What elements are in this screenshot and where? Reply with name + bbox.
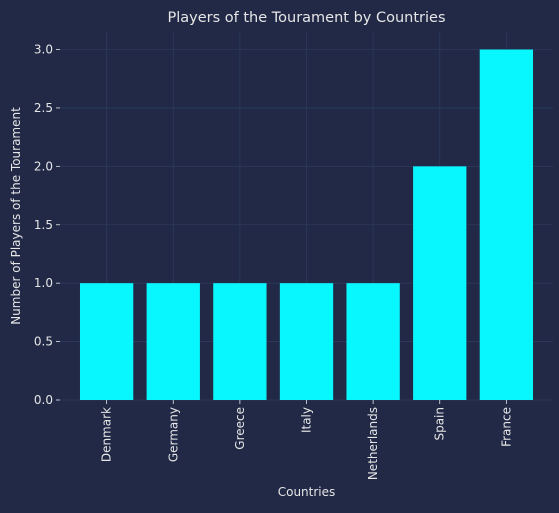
x-tick-label: France [499, 407, 513, 447]
bar-greece [213, 283, 267, 400]
bar-spain [413, 166, 467, 400]
y-tick-label: 1.5 [34, 218, 53, 232]
x-tick-label: Germany [166, 407, 180, 462]
bar-denmark [79, 283, 134, 400]
y-tick-label: 3.0 [34, 43, 53, 57]
bar-germany [146, 283, 200, 400]
y-tick-label: 0.5 [34, 335, 53, 349]
x-tick-label: Netherlands [366, 407, 380, 480]
y-tick-label: 1.0 [34, 276, 53, 290]
x-tick-label: Italy [300, 407, 314, 433]
y-axis-ticks: 0.0 0.5 1.0 1.5 2.0 2.5 3.0 [34, 43, 60, 407]
y-tick-label: 0.0 [34, 393, 53, 407]
y-axis-title: Number of Players of the Tourament [9, 107, 23, 325]
bars [79, 49, 534, 401]
x-axis-ticks: Denmark Germany Greece Italy Netherlands Spai… [100, 400, 513, 480]
y-tick-label: 2.5 [34, 101, 53, 115]
chart-title: Players of the Tourament by Countries [167, 10, 445, 26]
bar-france [479, 49, 534, 401]
x-tick-label: Spain [433, 407, 447, 441]
x-tick-label: Greece [233, 407, 247, 450]
bar-netherlands [346, 283, 400, 400]
bar-italy [279, 283, 334, 400]
x-axis-title: Countries [278, 485, 336, 499]
x-tick-label: Denmark [100, 407, 114, 462]
y-tick-label: 2.0 [34, 159, 53, 173]
